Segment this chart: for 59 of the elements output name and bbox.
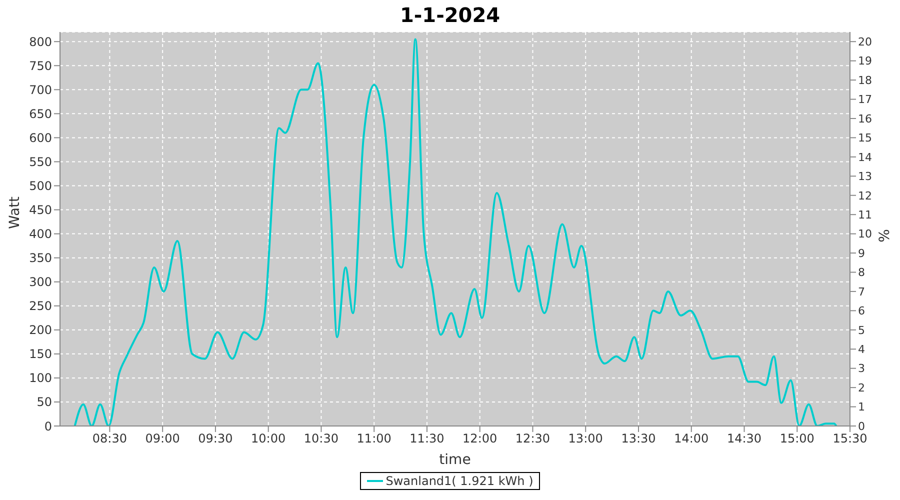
x-axis-title: time [439, 452, 471, 468]
y-tick-label: 350 [29, 251, 52, 266]
legend-label: Swanland1( 1.921 kWh ) [386, 474, 534, 488]
y2-tick-label: 8 [858, 266, 865, 280]
y2-tick-label: 9 [858, 246, 865, 260]
y-tick-label: 300 [29, 275, 52, 290]
x-tick-label: 10:00 [251, 432, 286, 446]
x-tick-label: 09:00 [145, 432, 180, 446]
y2-tick-label: 15 [858, 132, 872, 145]
y2-axis-title: % [876, 229, 893, 242]
y-tick-label: 100 [29, 371, 52, 386]
y2-tick-label: 12 [858, 189, 872, 202]
x-tick-label: 13:30 [621, 432, 656, 446]
y2-tick-label: 14 [858, 150, 872, 164]
y-tick-label: 0 [44, 419, 52, 434]
chart-title: 1-1-2024 [398, 2, 502, 29]
y2-tick-label: 13 [858, 170, 872, 184]
y-tick-label: 400 [29, 227, 52, 242]
x-tick-label: 14:30 [726, 432, 762, 446]
x-tick-label: 13:00 [568, 432, 603, 446]
y2-tick-label: 4 [858, 343, 865, 356]
y-tick-label: 200 [29, 323, 52, 338]
y2-tick-label: 3 [858, 362, 865, 376]
y2-tick-label: 6 [858, 304, 865, 318]
y2-tick-label: 1 [858, 400, 865, 414]
y-tick-label: 700 [29, 82, 52, 97]
x-tick-label: 12:00 [462, 432, 498, 446]
y-tick-label: 250 [29, 299, 52, 314]
y2-tick-label: 20 [858, 36, 872, 49]
y-tick-label: 800 [29, 34, 52, 49]
y2-tick-label: 11 [858, 208, 872, 222]
y2-tick-label: 18 [858, 74, 872, 87]
y2-tick-label: 5 [858, 324, 865, 337]
y2-tick-label: 10 [858, 228, 872, 241]
x-tick-label: 12:30 [515, 432, 550, 446]
x-tick-label: 08:30 [92, 432, 127, 446]
y-tick-label: 750 [29, 58, 52, 73]
y2-tick-label: 17 [858, 93, 872, 106]
y-tick-label: 150 [29, 347, 52, 362]
x-tick-label: 09:30 [198, 432, 233, 446]
y2-tick-label: 19 [858, 54, 872, 68]
x-tick-label: 15:00 [780, 432, 814, 446]
y-tick-label: 600 [29, 130, 52, 145]
y2-tick-label: 2 [858, 381, 865, 394]
line-series [74, 38, 838, 426]
y-axis-title: Watt [6, 196, 23, 229]
y-tick-label: 550 [29, 154, 52, 169]
x-tick-label: 14:00 [674, 432, 709, 446]
y2-tick-label: 0 [858, 420, 865, 433]
y2-tick-label: 16 [858, 112, 872, 126]
y-tick-label: 650 [29, 106, 52, 121]
y-tick-label: 50 [36, 395, 52, 410]
x-tick-label: 15:30 [832, 432, 868, 446]
y-tick-label: 500 [29, 179, 52, 194]
x-tick-label: 11:30 [410, 432, 444, 446]
x-tick-label: 10:30 [304, 432, 339, 446]
y2-tick-label: 7 [858, 285, 865, 298]
y-tick-label: 450 [29, 203, 52, 218]
x-tick-label: 11:00 [356, 432, 392, 446]
